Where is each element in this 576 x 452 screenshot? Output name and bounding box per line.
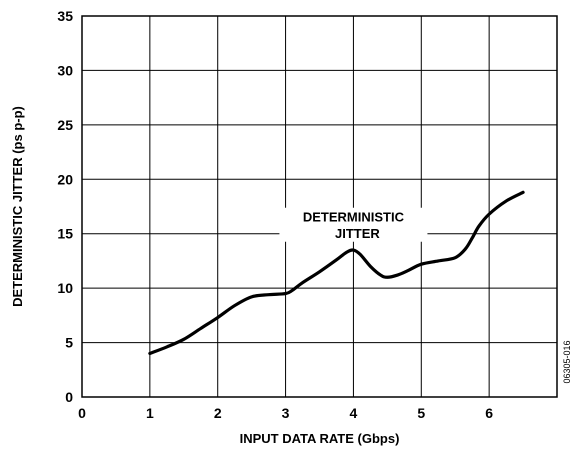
grid-lines — [82, 15, 557, 397]
tick-labels: 0 1 2 3 4 5 6 0 5 10 15 20 25 30 35 — [57, 8, 493, 421]
x-tick-label: 5 — [417, 405, 425, 421]
plot-frame — [81, 15, 558, 398]
annotation-background — [279, 207, 428, 242]
y-tick-label: 30 — [57, 62, 73, 78]
y-tick-label: 35 — [57, 8, 73, 24]
x-tick-label: 0 — [78, 405, 86, 421]
y-tick-label: 10 — [57, 280, 73, 296]
x-tick-label: 3 — [282, 405, 290, 421]
x-tick-label: 4 — [350, 405, 358, 421]
x-tick-label: 1 — [146, 405, 154, 421]
x-tick-label: 6 — [485, 405, 493, 421]
deterministic-jitter-line — [148, 190, 525, 356]
annotation-line-1: DETERMINISTIC — [303, 210, 405, 225]
annotation-line-2: JITTER — [335, 226, 380, 241]
y-tick-label: 20 — [57, 171, 73, 187]
y-tick-label: 5 — [65, 335, 73, 351]
figure-code: 06305-016 — [562, 340, 572, 383]
x-tick-label: 2 — [214, 405, 222, 421]
y-axis-title: DETERMINISTIC JITTER (ps p-p) — [10, 106, 25, 307]
y-tick-label: 15 — [57, 226, 73, 242]
x-axis-title: INPUT DATA RATE (Gbps) — [240, 431, 400, 446]
y-tick-label: 25 — [57, 117, 73, 133]
y-tick-label: 0 — [65, 389, 73, 405]
